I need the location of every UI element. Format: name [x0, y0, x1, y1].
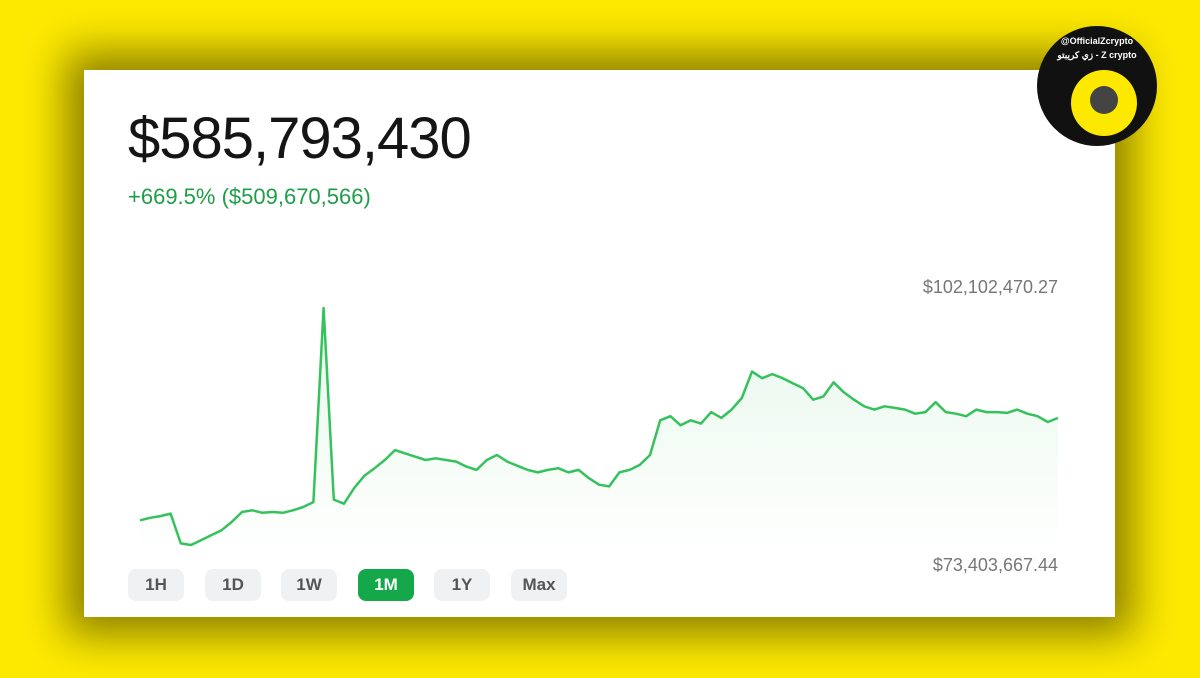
watermark-name: زي كريبتو - Z crypto — [1056, 50, 1137, 61]
range-button[interactable]: 1Y — [434, 569, 490, 601]
portfolio-value: $585,793,430 — [128, 106, 471, 171]
watermark-face — [1090, 86, 1118, 114]
range-button[interactable]: 1D — [205, 569, 261, 601]
range-button[interactable]: 1W — [281, 569, 337, 601]
portfolio-change: +669.5% ($509,670,566) — [128, 184, 371, 209]
watermark: @OfficialZcrypto زي كريبتو - Z crypto — [1037, 26, 1157, 146]
low-label: $73,403,667.44 — [933, 555, 1058, 575]
range-button[interactable]: 1H — [128, 569, 184, 601]
range-button[interactable]: Max — [511, 569, 567, 601]
watermark-handle: @OfficialZcrypto — [1061, 36, 1134, 46]
range-button[interactable]: 1M — [358, 569, 414, 601]
price-line — [139, 306, 1059, 547]
area — [140, 308, 1058, 555]
high-label: $102,102,470.27 — [923, 277, 1058, 297]
